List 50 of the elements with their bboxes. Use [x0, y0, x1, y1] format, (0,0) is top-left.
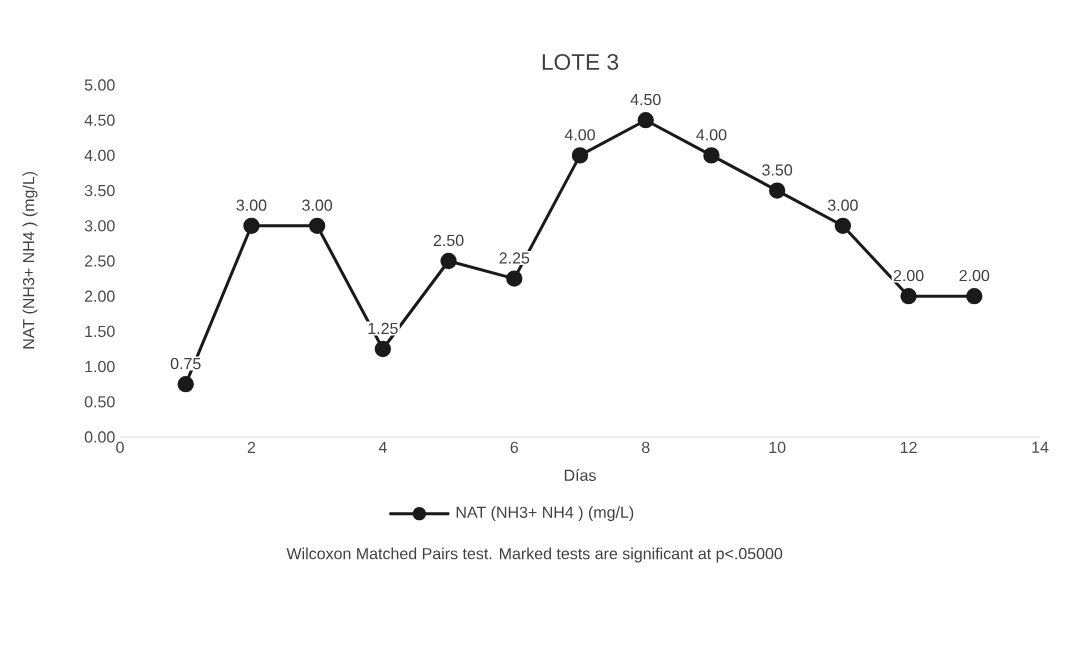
y-tick-label: 4.00: [84, 149, 115, 162]
x-axis-title: Días: [564, 469, 596, 481]
data-label: 4.00: [696, 129, 727, 141]
x-tick-label: 4: [378, 441, 387, 453]
y-tick-label: 3.00: [84, 220, 115, 232]
legend-label: NAT (NH3+ NH4 ) (mg/L): [456, 506, 634, 522]
y-tick-label: 1.00: [85, 360, 115, 373]
y-tick-label: 4.50: [84, 114, 115, 126]
point: [177, 376, 194, 393]
point: [243, 217, 260, 234]
data-label: 0.75: [170, 357, 201, 370]
point: [834, 217, 852, 234]
data-label: 3.00: [827, 199, 858, 211]
point: [768, 182, 786, 199]
data-label: 2.00: [959, 269, 990, 282]
data-label: 4.00: [564, 129, 595, 141]
data-label: 4.50: [630, 93, 661, 106]
text: Wilcoxon Matched Pairs test. Marked tests are significant at p<.05000: [286, 547, 783, 563]
y-tick-label: 2.50: [84, 255, 115, 267]
y-tick-label: 0.50: [84, 396, 115, 408]
point: [506, 270, 523, 287]
point: [966, 288, 983, 305]
y-tick-label: 5.00: [84, 79, 115, 91]
x-tick-label: 2: [247, 441, 256, 453]
point: [374, 340, 392, 358]
data-label: 2.25: [499, 252, 530, 264]
y-tick-label: 3.50: [84, 184, 115, 197]
data-label: 1.25: [368, 322, 398, 335]
data-label: 2.00: [893, 269, 924, 282]
point: [308, 217, 326, 234]
point: [900, 288, 917, 305]
y-tick-label: 1.50: [85, 325, 115, 338]
data-label: 3.00: [302, 199, 333, 211]
y-tick-label: 0.00: [84, 431, 115, 443]
point: [571, 147, 589, 164]
x-tick-label: 6: [510, 441, 519, 454]
y-axis-title: NAT (NH3+ NH4 ) (mg/L): [22, 171, 38, 349]
point: [703, 147, 720, 164]
y-tick-label: 2.00: [84, 290, 115, 302]
data-label: 3.50: [762, 164, 793, 176]
x-tick-label: 12: [900, 441, 917, 453]
x-tick-label: 10: [769, 441, 786, 454]
data-label: 2.50: [433, 234, 464, 247]
point: [637, 112, 654, 129]
x-tick-label: 0: [116, 441, 124, 454]
data-label: 3.00: [236, 199, 267, 211]
point: [440, 252, 457, 270]
chart-title: LOTE 3: [542, 53, 619, 71]
x-tick-label: 14: [1032, 441, 1049, 453]
x-tick-label: 8: [641, 441, 650, 454]
